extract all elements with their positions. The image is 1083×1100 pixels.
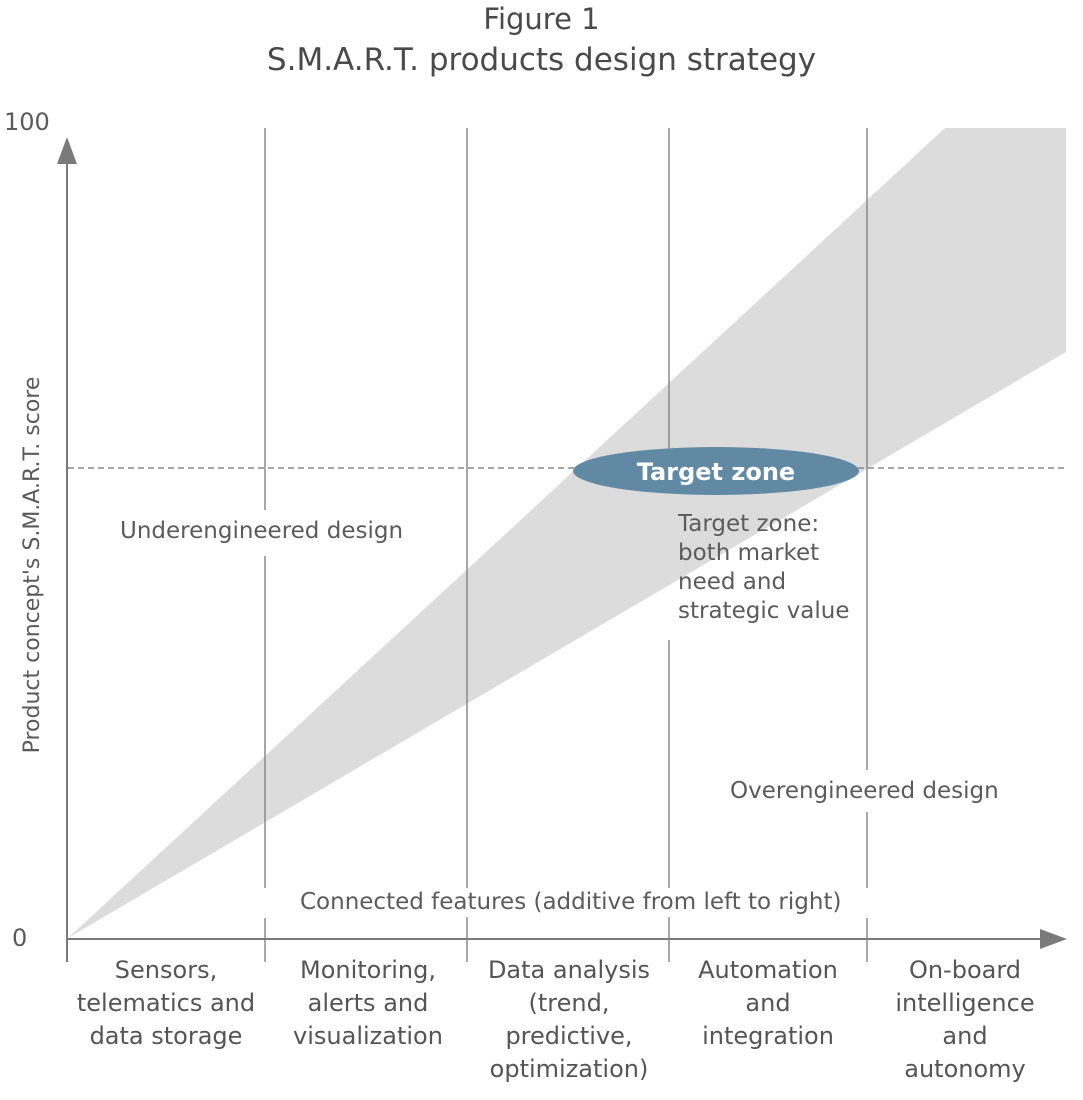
figure-title: S.M.A.R.T. products design strategy [266,42,817,78]
target-band [68,128,1066,938]
y-axis-min-label: 0 [12,924,28,952]
category-sensors: Sensors, telematics and data storage [71,954,261,1053]
category-line: Sensors, [114,956,218,984]
y-axis-arrow-icon [57,137,77,164]
category-line: Data analysis [487,956,651,984]
overengineered-label: Overengineered design [730,778,999,804]
target-zone-badge [573,447,859,495]
category-line: telematics and [76,989,256,1017]
figure-label: Figure 1 [483,2,600,36]
category-line: visualization [293,1022,443,1050]
category-on-board: On-board intelligence and autonomy [870,954,1060,1086]
target-zone-badge-label: Target zone [637,458,795,486]
category-line: data storage [89,1022,243,1050]
category-line: Automation [698,956,838,984]
category-line: intelligence [895,989,1035,1017]
category-line: (trend, [528,989,610,1017]
y-axis-max-label: 100 [4,108,50,136]
category-line: On-board [908,956,1022,984]
category-dividers [264,128,868,962]
x-axis-arrow-icon [1040,929,1067,949]
target-desc-line: need and [678,569,787,595]
category-line: predictive, [505,1022,633,1050]
category-monitoring: Monitoring, alerts and visualization [273,954,463,1053]
target-desc-line: strategic value [678,598,850,624]
category-line: alerts and [307,989,429,1017]
category-line: and [942,1022,988,1050]
underengineered-label: Underengineered design [120,518,404,544]
category-automation: Automation and integration [673,954,863,1053]
target-zone-description: Target zone: both market need and strate… [678,510,878,626]
target-desc-line: Target zone: [678,511,820,537]
category-line: optimization) [489,1055,649,1083]
category-line: and [745,989,791,1017]
x-axis-label: Connected features (additive from left t… [296,888,846,917]
category-line: integration [702,1022,834,1050]
category-line: autonomy [904,1055,1026,1083]
category-data-analysis: Data analysis (trend, predictive, optimi… [474,954,664,1086]
y-axis-label: Product concept's S.M.A.R.T. score [20,376,45,754]
category-line: Monitoring, [300,956,436,984]
target-desc-line: both market [678,540,820,566]
